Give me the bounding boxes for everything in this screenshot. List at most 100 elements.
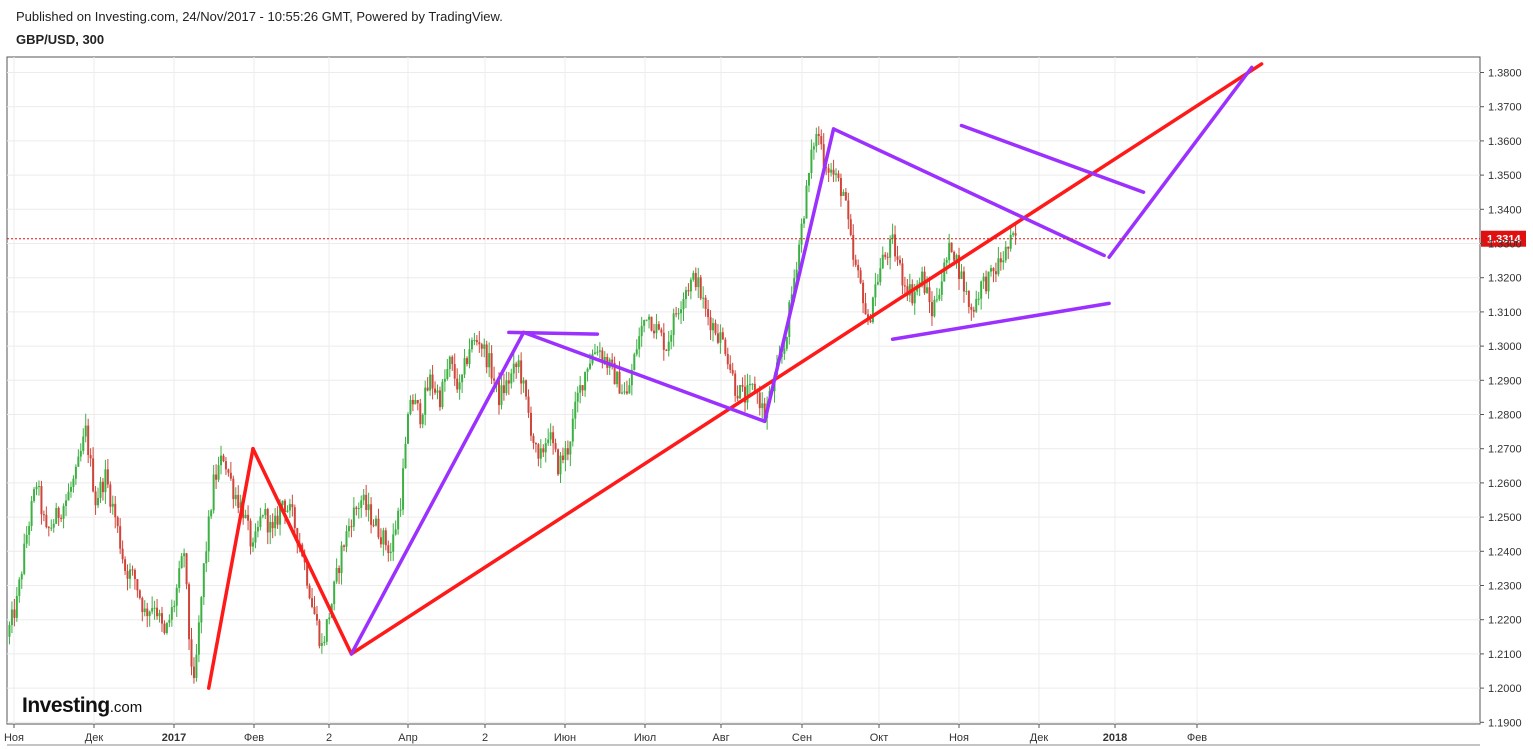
candle [906, 279, 909, 302]
candle [837, 170, 840, 182]
candle [109, 481, 112, 514]
candle [574, 391, 577, 430]
candle [419, 398, 422, 429]
candle [237, 485, 240, 514]
candle [652, 323, 655, 339]
current-price-label: 1.3314 [1487, 234, 1522, 246]
candle [645, 319, 648, 322]
candle [473, 332, 476, 346]
candle [827, 163, 830, 183]
candle [933, 295, 936, 318]
candle [8, 621, 11, 645]
candle [682, 292, 685, 321]
candle [448, 355, 451, 377]
candle [69, 481, 72, 498]
candle [434, 381, 437, 395]
candle [1009, 226, 1012, 252]
candle [453, 353, 456, 386]
candle [269, 514, 272, 545]
candle [62, 503, 65, 529]
candle [874, 272, 877, 307]
candle [288, 498, 291, 519]
logo-name: Investing [22, 694, 110, 717]
candle [475, 335, 478, 346]
candle [1014, 222, 1017, 245]
candle [138, 589, 141, 600]
candle [967, 290, 970, 314]
candle [505, 371, 508, 396]
candle [579, 375, 582, 404]
candle [431, 365, 434, 400]
candle [852, 224, 855, 267]
candle [911, 279, 914, 306]
candle [126, 564, 129, 591]
candle [72, 475, 75, 493]
candle [542, 444, 545, 458]
candle [84, 413, 87, 443]
candle [596, 345, 599, 356]
candle [638, 327, 641, 358]
candle [183, 548, 186, 568]
trend-line-purple [521, 330, 767, 424]
candle [441, 379, 444, 410]
candle [97, 487, 100, 509]
candle [325, 619, 328, 645]
candle [1007, 246, 1010, 260]
candle [657, 321, 660, 331]
candle [370, 497, 373, 534]
candle [429, 369, 432, 396]
candle [616, 370, 619, 388]
trend-line-purple [959, 123, 1146, 194]
candle [554, 438, 557, 453]
candle [215, 464, 218, 489]
candle [55, 502, 58, 525]
candle [1012, 231, 1015, 238]
candle [384, 527, 387, 551]
candle [507, 371, 510, 395]
candle [739, 384, 742, 399]
candle [382, 527, 385, 556]
candle [534, 442, 537, 453]
x-tick-label: Дек [1030, 732, 1049, 744]
candle [999, 252, 1002, 271]
x-tick-label: Окт [870, 732, 889, 744]
candle [247, 505, 250, 531]
candle [552, 425, 555, 455]
candle [163, 620, 166, 635]
candle [810, 139, 813, 179]
candle [935, 287, 938, 303]
candle [197, 615, 200, 663]
candle [862, 279, 865, 314]
candle [817, 126, 820, 146]
y-tick-label: 1.2000 [1488, 683, 1522, 695]
y-tick-label: 1.3500 [1488, 170, 1522, 182]
y-tick-label: 1.2800 [1488, 410, 1522, 422]
x-tick-label: Авг [712, 732, 729, 744]
candle [399, 498, 402, 517]
candle [812, 142, 815, 160]
candle [293, 504, 296, 537]
candle [785, 336, 788, 352]
x-tick-label: 2 [326, 732, 332, 744]
candle [566, 440, 569, 461]
candle [898, 255, 901, 266]
candle [987, 271, 990, 299]
candle [970, 303, 973, 321]
candle [129, 563, 131, 589]
candle [443, 369, 446, 392]
candle [47, 525, 50, 537]
candle [736, 385, 739, 402]
candle [527, 389, 530, 418]
candle [153, 600, 156, 620]
candle [665, 348, 668, 352]
candle [178, 560, 181, 593]
candle [480, 342, 483, 357]
candle [249, 518, 252, 555]
candle [409, 395, 412, 416]
candle [660, 327, 663, 337]
candle [470, 337, 473, 353]
candle [131, 565, 134, 576]
candle [111, 495, 114, 515]
candle [87, 418, 90, 464]
